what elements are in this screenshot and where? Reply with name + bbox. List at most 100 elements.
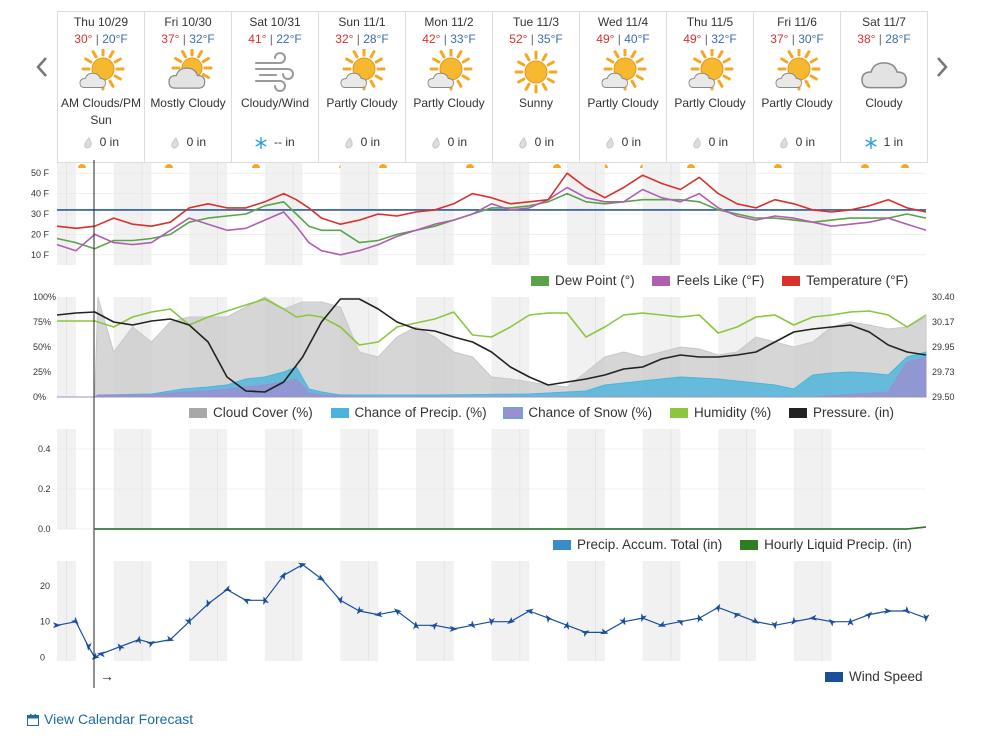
- wind-direction-arrow: [828, 619, 837, 627]
- wind-direction-arrow: [297, 562, 307, 569]
- legend-precip-accum[interactable]: Precip. Accum. Total (in): [553, 537, 722, 552]
- forecast-day[interactable]: Sat 10/31 41° | 22°F Cloudy/Wind -- in: [232, 12, 319, 168]
- tick-label: 25%: [33, 367, 51, 377]
- day-high: 37°: [161, 32, 180, 46]
- cloud-icon: [859, 49, 909, 95]
- night-band: [491, 429, 530, 529]
- wind-direction-arrow: [791, 616, 799, 625]
- day-condition: Cloudy: [865, 96, 903, 110]
- sunrise-icon: [78, 155, 86, 168]
- view-calendar-forecast-link[interactable]: View Calendar Forecast: [27, 711, 193, 727]
- tick-label: 50 F: [31, 168, 50, 178]
- tick-label: 50%: [33, 342, 51, 352]
- snowflake-icon: [865, 135, 877, 150]
- night-band: [264, 429, 303, 529]
- night-band: [793, 429, 832, 529]
- tick-label: 10: [40, 617, 50, 627]
- day-precip-amount: 0 in: [447, 135, 468, 149]
- tick-label: 40 F: [31, 189, 50, 199]
- day-low: 32°F: [711, 32, 737, 46]
- series-line-dew: [56, 192, 927, 250]
- legend-humidity[interactable]: Humidity (%): [669, 405, 771, 420]
- wind-direction-arrow: [847, 617, 854, 626]
- forecast-day[interactable]: Thu 10/29 30° | 20°F AM Clouds/PM Sun 0 …: [58, 12, 145, 168]
- forecast-day[interactable]: Sat 11/7 38° | 28°F Cloudy 1 in: [841, 12, 927, 168]
- legend-chance-snow[interactable]: Chance of Snow (%): [503, 405, 652, 420]
- sunrise-icon: [861, 155, 869, 168]
- wind-direction-arrow: [732, 612, 741, 619]
- wind-direction-arrow: [657, 621, 667, 627]
- day-precip: 0 in: [319, 135, 405, 151]
- legend-hourly-liquid[interactable]: Hourly Liquid Precip. (in): [740, 537, 912, 552]
- wind-direction-arrow: [923, 613, 930, 623]
- wind-direction-arrow: [374, 611, 383, 618]
- day-precip-amount: 0 in: [708, 135, 729, 149]
- day-precip: 0 in: [493, 135, 579, 151]
- partly-cloudy-icon: [337, 47, 387, 95]
- day-temps: 37° | 32°F: [161, 32, 215, 46]
- legend-pressure[interactable]: Pressure. (in): [788, 405, 894, 420]
- legend-wind-speed[interactable]: Wind Speed: [825, 669, 923, 684]
- day-temps: 38° | 28°F: [857, 32, 911, 46]
- wind-direction-arrow: [467, 620, 476, 629]
- wind-direction-arrow: [336, 595, 343, 605]
- tick-label: 0.4: [38, 444, 51, 454]
- next-days-button[interactable]: [930, 52, 954, 82]
- legend-dew-point[interactable]: Dew Point (°): [531, 273, 635, 288]
- day-high: 42°: [422, 32, 441, 46]
- day-low: 20°F: [102, 32, 128, 46]
- tick-label: 29.50: [932, 392, 955, 402]
- forecast-day[interactable]: Mon 11/2 42° | 33°F Partly Cloudy 0 in: [406, 12, 493, 168]
- legend-feels-like[interactable]: Feels Like (°F): [652, 273, 764, 288]
- day-precip-amount: 0 in: [186, 135, 207, 149]
- legend-temperature[interactable]: Temperature (°F): [782, 273, 908, 288]
- legend-chance-precip[interactable]: Chance of Precip. (%): [330, 405, 487, 420]
- tick-label: 0%: [33, 392, 46, 402]
- night-band: [567, 561, 605, 661]
- sunrise-icon: [687, 155, 695, 168]
- raindrop-icon: [170, 135, 180, 149]
- partly-cloudy-icon: [76, 47, 126, 95]
- wind-direction-arrow: [393, 608, 402, 616]
- day-condition: Partly Cloudy: [761, 96, 833, 110]
- day-temps: 30° | 20°F: [74, 32, 128, 46]
- wind-direction-arrow: [808, 614, 817, 621]
- wind-direction-arrow: [581, 630, 590, 637]
- wind-direction-arrow: [641, 613, 647, 622]
- night-band: [340, 429, 379, 529]
- series-line-temperature: [56, 172, 927, 230]
- day-low: 30°F: [798, 32, 824, 46]
- sunrise-icon: [165, 155, 173, 168]
- day-precip-amount: 0 in: [795, 135, 816, 149]
- wind-direction-arrow: [70, 616, 79, 625]
- legend-cloud-cover[interactable]: Cloud Cover (%): [189, 405, 313, 420]
- night-band: [718, 429, 756, 529]
- day-precip: 0 in: [754, 135, 840, 151]
- night-band: [113, 429, 152, 529]
- wind-direction-arrow: [902, 606, 910, 615]
- day-condition: Partly Cloudy: [674, 96, 746, 110]
- day-low: 33°F: [450, 32, 476, 46]
- raindrop-icon: [344, 135, 354, 149]
- raindrop-icon: [431, 135, 441, 149]
- sunset-icon: [379, 155, 387, 168]
- day-low: 32°F: [189, 32, 215, 46]
- day-precip-amount: 0 in: [534, 135, 555, 149]
- legend-wind-chart: Wind Speed: [825, 669, 923, 684]
- day-precip-amount: 0 in: [99, 135, 120, 149]
- day-precip: 0 in: [667, 135, 753, 151]
- forecast-day[interactable]: Fri 10/30 37° | 32°F Mostly Cloudy 0 in: [145, 12, 232, 168]
- day-temps: 37° | 30°F: [770, 32, 824, 46]
- wind-direction-arrow: [135, 635, 142, 645]
- day-name: Tue 11/3: [512, 15, 560, 29]
- forecast-day[interactable]: Wed 11/4 49° | 40°F Partly Cloudy 0 in: [580, 12, 667, 168]
- prev-days-button[interactable]: [30, 52, 54, 82]
- day-name: Sun 11/1: [338, 15, 386, 29]
- day-temps: 41° | 22°F: [248, 32, 302, 46]
- day-precip: -- in: [232, 135, 318, 151]
- day-high: 38°: [857, 32, 876, 46]
- raindrop-icon: [605, 135, 615, 149]
- wind-direction-arrow: [97, 651, 106, 658]
- day-precip: 0 in: [58, 135, 144, 151]
- forecast-day[interactable]: Tue 11/3 52° | 35°F Sunny 0 in: [493, 12, 580, 168]
